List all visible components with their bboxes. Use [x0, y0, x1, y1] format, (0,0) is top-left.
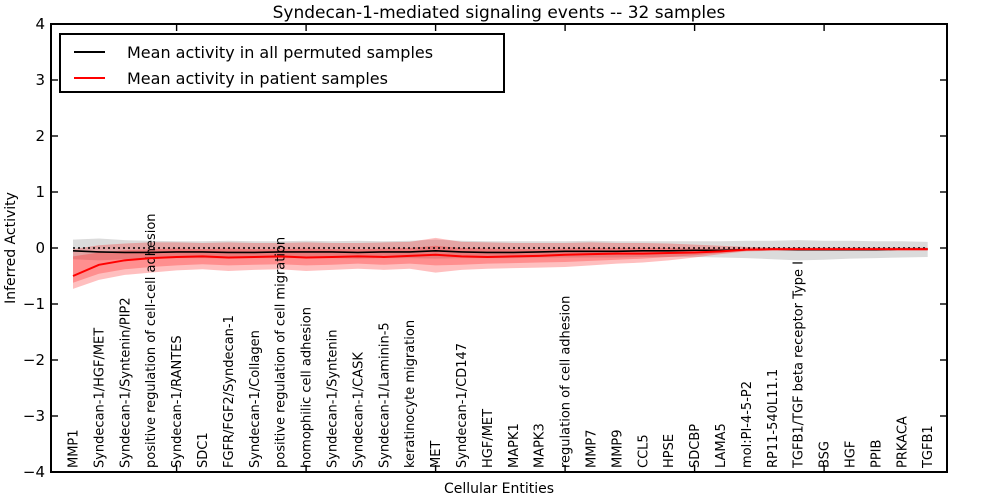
x-tick-label: TGFB1 — [921, 425, 936, 469]
x-tick-label: MMP7 — [585, 429, 600, 468]
x-tick-label: Syndecan-1/Collagen — [248, 330, 263, 468]
axis-frame — [50, 23, 948, 473]
x-tick-label: MAPK1 — [507, 423, 522, 468]
y-tick-label: −1 — [23, 295, 45, 313]
x-tick-label: Syndecan-1/HGF/MET — [92, 328, 107, 468]
x-tick-label: homophilic cell adhesion — [300, 307, 315, 468]
x-tick-label: FGFR/FGF2/Syndecan-1 — [222, 315, 237, 468]
x-axis-label: Cellular Entities — [443, 481, 555, 497]
x-tick-label: Syndecan-1/CASK — [351, 352, 366, 468]
legend-line-swatch-patient — [74, 77, 105, 79]
x-tick-label: keratinocyte migration — [403, 320, 418, 468]
x-tick-label: MAPK3 — [533, 423, 548, 468]
patient-mean-line — [72, 248, 928, 277]
x-tick-label: SDC1 — [196, 432, 211, 468]
x-tick-label: Syndecan-1/RANTES — [170, 335, 185, 468]
x-tick-label: regulation of cell adhesion — [559, 296, 574, 468]
legend: Mean activity in all permuted samples Me… — [59, 33, 505, 93]
x-tick-label: HGF — [844, 441, 859, 468]
x-tick-label: HPSE — [662, 434, 677, 468]
x-tick-label: BSG — [818, 441, 833, 468]
y-axis-label: Inferred Activity — [3, 192, 19, 304]
x-tick-label: mol:PI-4-5-P2 — [740, 381, 755, 468]
x-tick-label: TGFB1/TGF beta receptor Type I — [792, 261, 807, 469]
y-tick-label: −4 — [23, 463, 45, 481]
legend-line-swatch-permuted — [74, 51, 105, 53]
y-tick-label: −2 — [23, 351, 45, 369]
legend-label: Mean activity in all permuted samples — [127, 42, 434, 62]
x-tick-label: Syndecan-1/Laminin-5 — [377, 322, 392, 468]
x-tick-label: MET — [429, 441, 444, 468]
legend-item: Mean activity in patient samples — [61, 64, 388, 92]
x-tick-label: Syndecan-1/Syntenin — [326, 330, 341, 469]
x-tick-label: RP11-540L11.1 — [766, 369, 781, 468]
x-tick-label: HGF/MET — [481, 409, 496, 468]
y-tick-label: 0 — [35, 239, 45, 257]
y-tick-label: 2 — [35, 127, 45, 145]
x-tick-label: SDCBP — [688, 424, 703, 468]
legend-label: Mean activity in patient samples — [127, 68, 388, 88]
y-tick-label: 4 — [35, 15, 45, 33]
y-tick-label: 3 — [35, 71, 45, 89]
x-tick-label: Syndecan-1/Syntenin/PIP2 — [118, 297, 133, 468]
x-tick-label: CCL5 — [636, 434, 651, 468]
x-tick-label: positive regulation of cell-cell adhesio… — [144, 213, 159, 468]
x-tick-label: MMP9 — [610, 429, 625, 468]
chart-title: Syndecan-1-mediated signaling events -- … — [272, 3, 726, 23]
y-tick-label: −3 — [23, 407, 45, 425]
permuted-range-band — [73, 238, 928, 261]
x-tick-label: PPIB — [869, 440, 884, 468]
x-tick-label: positive regulation of cell migration — [274, 237, 289, 468]
x-tick-label: PRKACA — [895, 416, 910, 468]
x-tick-label: Syndecan-1/CD147 — [455, 343, 470, 468]
legend-item: Mean activity in all permuted samples — [61, 38, 433, 66]
y-tick-label: 1 — [35, 183, 45, 201]
x-tick-label: MMP1 — [67, 429, 82, 468]
x-tick-label: LAMA5 — [714, 423, 729, 468]
patient-range-inner-band — [73, 245, 928, 283]
